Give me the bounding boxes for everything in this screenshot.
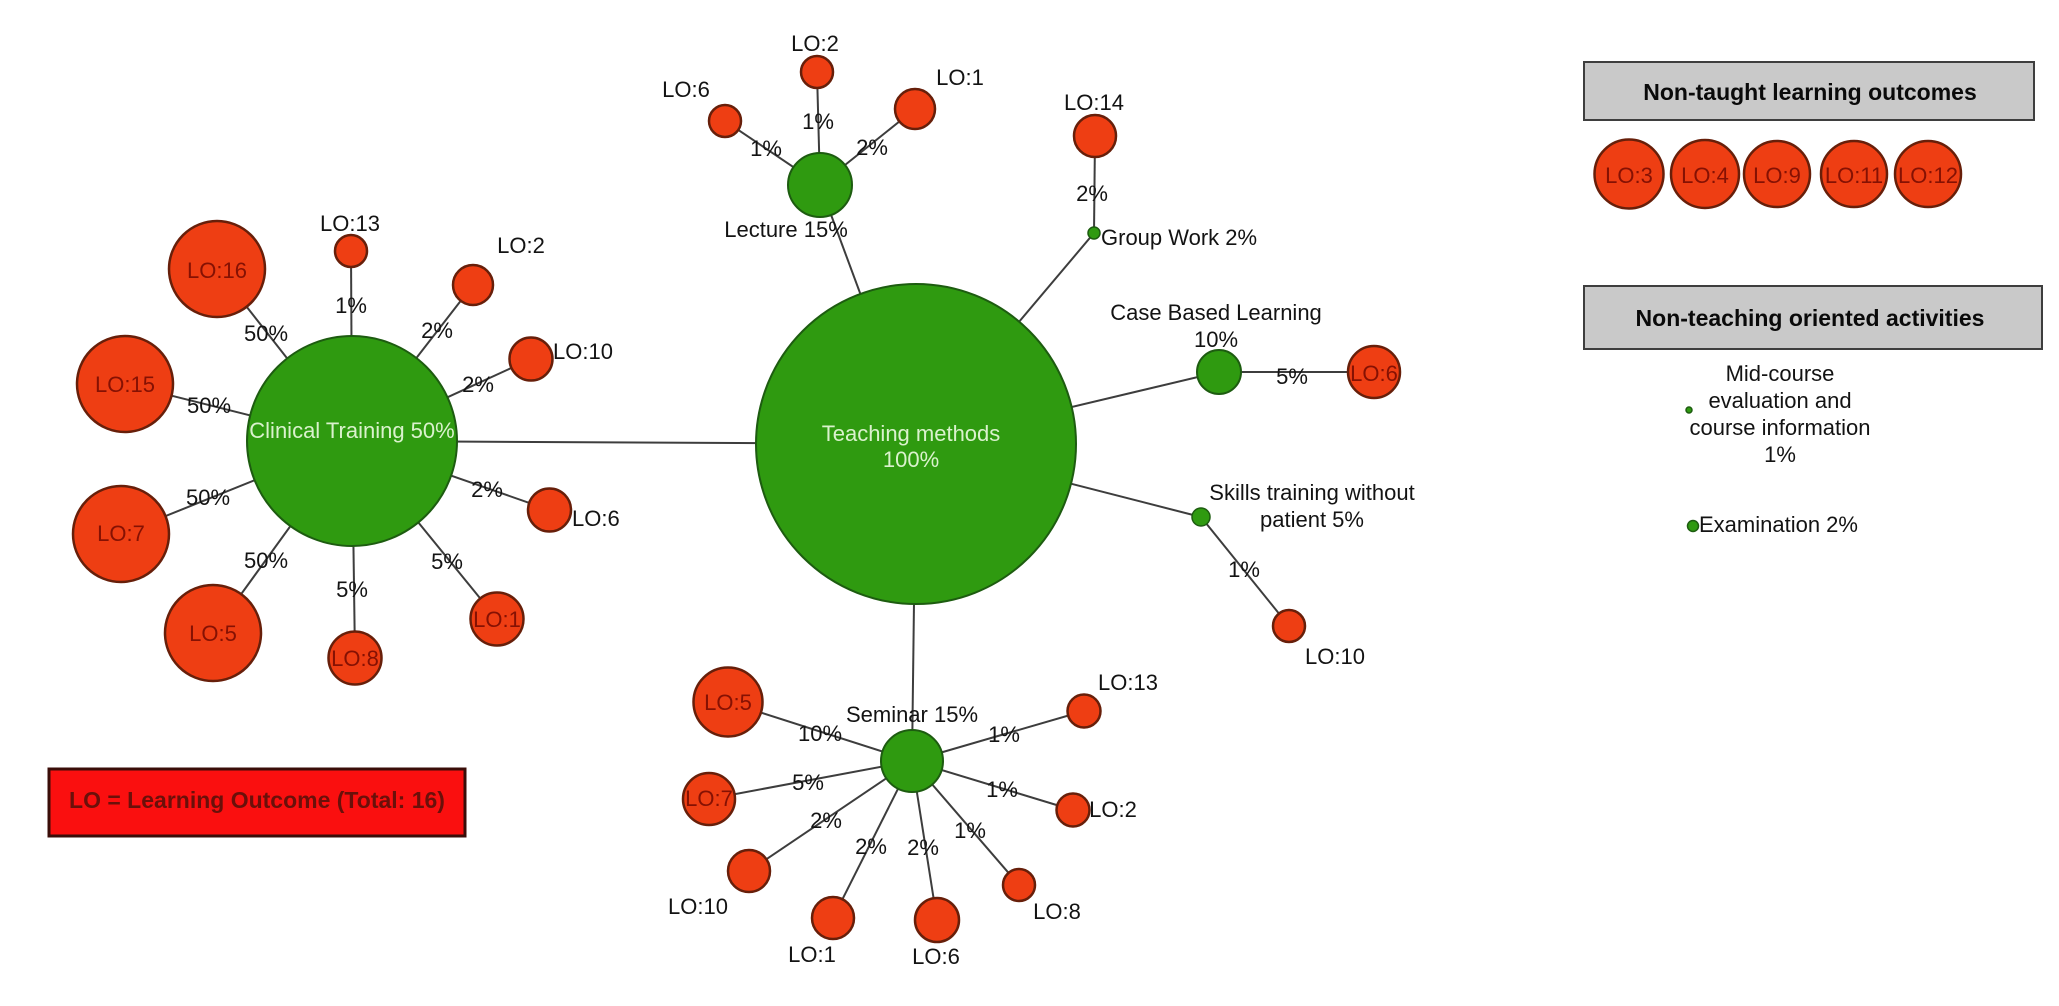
svg-text:LO:15: LO:15: [95, 372, 155, 397]
svg-text:LO:2: LO:2: [791, 31, 839, 56]
svg-text:1%: 1%: [1764, 442, 1796, 467]
svg-text:5%: 5%: [792, 770, 824, 795]
svg-text:Clinical Training 50%: Clinical Training 50%: [249, 418, 454, 443]
svg-text:LO:6: LO:6: [1350, 361, 1398, 386]
svg-text:LO:16: LO:16: [187, 258, 247, 283]
svg-text:1%: 1%: [1228, 557, 1260, 582]
svg-text:2%: 2%: [855, 834, 887, 859]
svg-text:course information: course information: [1690, 415, 1871, 440]
svg-text:LO:11: LO:11: [1825, 163, 1883, 188]
svg-text:Lecture 15%: Lecture 15%: [724, 217, 848, 242]
svg-text:50%: 50%: [244, 321, 288, 346]
svg-text:LO:7: LO:7: [97, 521, 145, 546]
svg-text:LO:8: LO:8: [331, 646, 379, 671]
svg-text:LO:7: LO:7: [685, 786, 733, 811]
svg-text:LO:9: LO:9: [1753, 163, 1801, 188]
svg-text:Group Work 2%: Group Work 2%: [1101, 225, 1257, 250]
svg-text:LO:5: LO:5: [189, 621, 237, 646]
svg-text:1%: 1%: [986, 777, 1018, 802]
svg-text:LO:1: LO:1: [473, 607, 521, 632]
svg-text:50%: 50%: [186, 485, 230, 510]
svg-text:1%: 1%: [802, 109, 834, 134]
svg-text:2%: 2%: [1076, 181, 1108, 206]
svg-text:patient 5%: patient 5%: [1260, 507, 1364, 532]
svg-text:LO:1: LO:1: [788, 942, 836, 967]
svg-text:2%: 2%: [421, 318, 453, 343]
svg-text:LO:8: LO:8: [1033, 899, 1081, 924]
svg-text:LO:3: LO:3: [1605, 163, 1653, 188]
svg-text:Case Based Learning: Case Based Learning: [1110, 300, 1322, 325]
svg-text:LO:12: LO:12: [1898, 163, 1958, 188]
svg-text:2%: 2%: [471, 477, 503, 502]
svg-text:LO:13: LO:13: [320, 211, 380, 236]
svg-text:Skills training without: Skills training without: [1209, 480, 1414, 505]
svg-text:2%: 2%: [907, 835, 939, 860]
svg-text:2%: 2%: [856, 135, 888, 160]
svg-text:LO:4: LO:4: [1681, 163, 1729, 188]
svg-text:LO:2: LO:2: [1089, 797, 1137, 822]
svg-text:LO:10: LO:10: [1305, 644, 1365, 669]
svg-text:5%: 5%: [431, 549, 463, 574]
svg-text:LO:14: LO:14: [1064, 90, 1124, 115]
svg-text:LO:5: LO:5: [704, 690, 752, 715]
svg-text:LO:10: LO:10: [668, 894, 728, 919]
svg-text:2%: 2%: [810, 808, 842, 833]
svg-text:evaluation and: evaluation and: [1708, 388, 1851, 413]
svg-text:100%: 100%: [883, 447, 939, 472]
svg-text:1%: 1%: [988, 722, 1020, 747]
svg-text:LO:1: LO:1: [936, 65, 984, 90]
svg-text:10%: 10%: [1194, 327, 1238, 352]
svg-text:Non-taught learning outcomes: Non-taught learning outcomes: [1643, 79, 1977, 105]
svg-text:1%: 1%: [954, 818, 986, 843]
svg-text:10%: 10%: [798, 721, 842, 746]
svg-text:LO:2: LO:2: [497, 233, 545, 258]
svg-text:LO:6: LO:6: [662, 77, 710, 102]
svg-text:2%: 2%: [462, 372, 494, 397]
svg-text:LO:13: LO:13: [1098, 670, 1158, 695]
svg-text:Examination 2%: Examination 2%: [1699, 512, 1858, 537]
svg-text:Teaching methods: Teaching methods: [822, 421, 1001, 446]
svg-text:50%: 50%: [187, 393, 231, 418]
svg-text:Non-teaching oriented activiti: Non-teaching oriented activities: [1636, 305, 1985, 331]
svg-text:LO:10: LO:10: [553, 339, 613, 364]
svg-text:50%: 50%: [244, 548, 288, 573]
svg-text:1%: 1%: [335, 293, 367, 318]
svg-text:LO = Learning Outcome (Total:: LO = Learning Outcome (Total: 16): [69, 787, 445, 813]
svg-text:Mid-course: Mid-course: [1726, 361, 1835, 386]
svg-text:1%: 1%: [750, 136, 782, 161]
svg-text:LO:6: LO:6: [912, 944, 960, 969]
svg-text:5%: 5%: [1276, 364, 1308, 389]
svg-text:5%: 5%: [336, 577, 368, 602]
svg-text:Seminar 15%: Seminar 15%: [846, 702, 978, 727]
svg-text:LO:6: LO:6: [572, 506, 620, 531]
